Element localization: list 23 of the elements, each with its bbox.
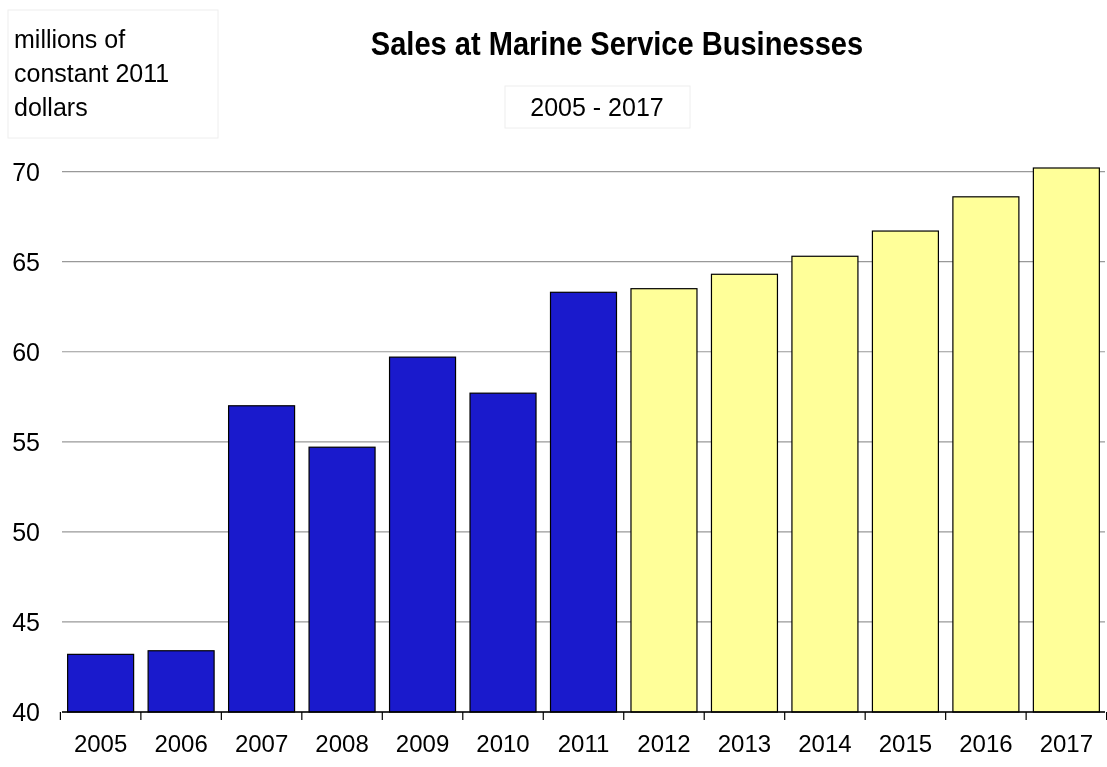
y-tick-label: 70 <box>12 157 40 186</box>
y-tick-label: 55 <box>12 427 40 456</box>
x-tick-label: 2007 <box>234 730 289 757</box>
x-tick-label: 2008 <box>315 730 369 757</box>
x-tick-label: 2015 <box>878 730 933 757</box>
chart-subtitle: 2005 - 2017 <box>530 93 664 121</box>
x-tick-label: 2017 <box>1039 730 1094 757</box>
x-tick-label: 2016 <box>959 730 1013 757</box>
y-axis-title: millions of constant 2011 dollars <box>14 25 170 121</box>
x-tick-label: 2006 <box>154 730 208 757</box>
y-tick-label: 40 <box>12 698 40 726</box>
x-tick-label: 2010 <box>476 730 530 757</box>
chart-title: Sales at Marine Service Businesses <box>370 25 864 63</box>
x-tick-label: 2011 <box>557 730 610 757</box>
y-tick-label: 60 <box>12 337 40 366</box>
y-tick-label: 50 <box>12 517 40 546</box>
x-tick-label: 2014 <box>798 730 852 757</box>
x-tick-label: 2013 <box>717 730 772 757</box>
x-tick-label: 2005 <box>73 730 128 757</box>
y-tick-label: 65 <box>12 247 40 276</box>
x-tick-label: 2012 <box>637 730 691 757</box>
x-tick-label: 2009 <box>395 730 450 757</box>
y-tick-label: 45 <box>12 607 40 636</box>
